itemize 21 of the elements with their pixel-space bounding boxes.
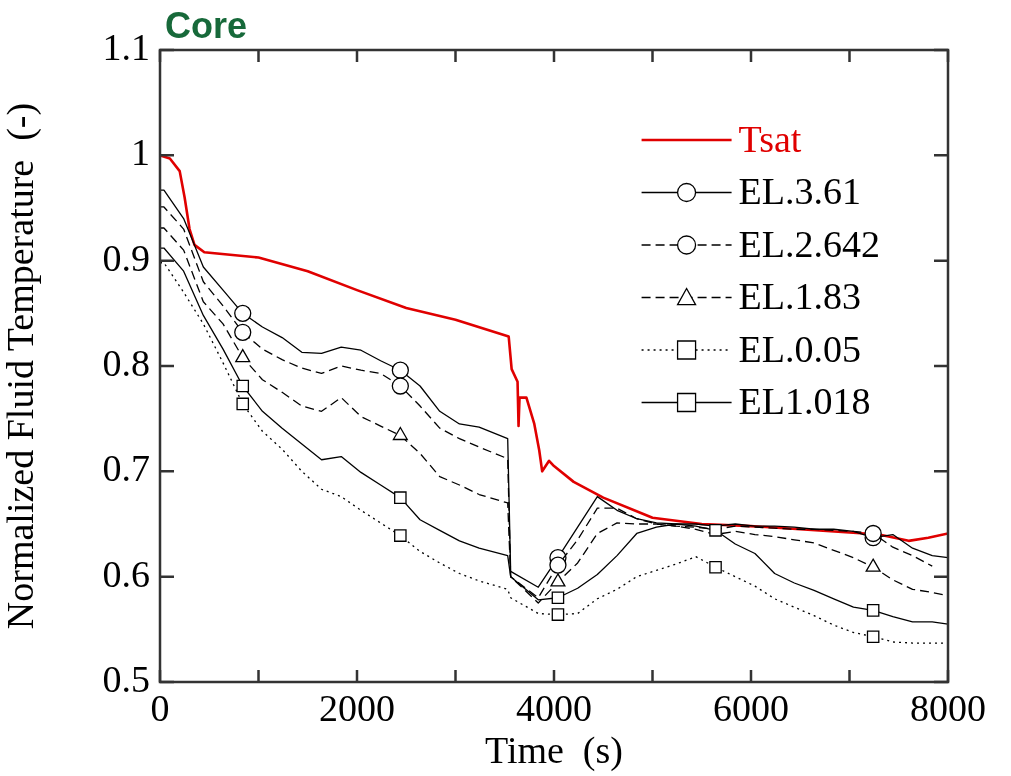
y-tick-label: 0.7 <box>102 447 150 490</box>
y-tick-label: 1 <box>131 131 150 174</box>
x-tick-label: 2000 <box>319 686 395 729</box>
legend-label: EL.1.83 <box>738 275 862 318</box>
legend-label: EL.3.61 <box>738 170 862 213</box>
legend-label: Tsat <box>738 117 802 160</box>
chart-title: Core <box>165 4 248 46</box>
y-tick-label: 0.9 <box>102 236 150 279</box>
legend-label: EL.2.642 <box>738 222 881 265</box>
y-tick-label: 0.8 <box>102 341 150 384</box>
legend-label: EL.0.05 <box>738 327 862 370</box>
x-tick-label: 8000 <box>910 686 986 729</box>
y-tick-label: 1.1 <box>102 25 150 68</box>
x-axis-title: Time (s) <box>485 729 623 773</box>
y-tick-label: 0.6 <box>102 552 150 595</box>
x-tick-label: 4000 <box>516 686 592 729</box>
y-tick-label: 0.5 <box>102 657 150 700</box>
x-tick-label: 0 <box>150 686 170 729</box>
legend-label: EL1.018 <box>738 380 871 423</box>
y-axis-title: Normalized Fluid Temperature (-) <box>0 102 42 630</box>
x-tick-label: 6000 <box>713 686 789 729</box>
